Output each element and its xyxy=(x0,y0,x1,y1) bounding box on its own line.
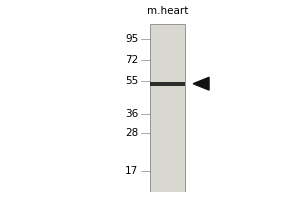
Text: 17: 17 xyxy=(125,166,139,176)
Text: 28: 28 xyxy=(125,128,139,138)
Bar xyxy=(150,82,184,86)
Text: 72: 72 xyxy=(125,55,139,65)
Text: 55: 55 xyxy=(125,76,139,86)
Text: 36: 36 xyxy=(125,109,139,119)
Text: 95: 95 xyxy=(125,34,139,44)
Polygon shape xyxy=(193,77,209,90)
Bar xyxy=(150,24,184,192)
Text: m.heart: m.heart xyxy=(147,6,188,16)
